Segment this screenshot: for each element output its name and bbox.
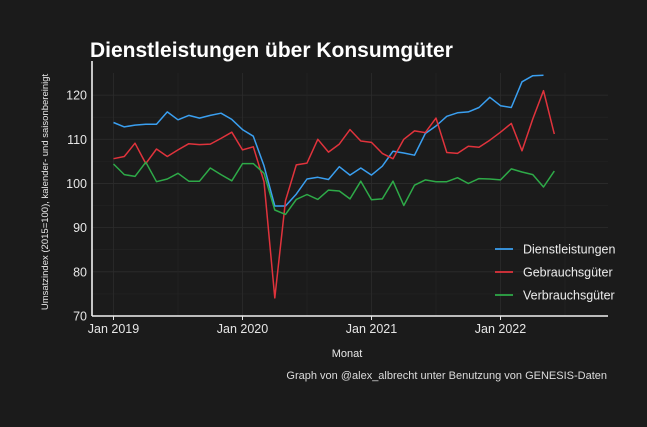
axis-layer [91,61,608,317]
legend-entry: Verbrauchsgüter [523,289,615,303]
x-tick-label: Jan 2019 [88,322,139,336]
y-axis-label: Umsatzindex (2015=100), kalender- und sa… [40,73,51,310]
legend-entry: Dienstleistungen [523,243,615,257]
y-tick-labels: 70 80 90 100 110 120 [66,89,87,324]
y-tick-label: 80 [73,265,87,279]
legend-entry: Gebrauchsgüter [523,266,613,280]
y-tick-label: 100 [66,177,87,191]
x-tick-label: Jan 2022 [475,322,526,336]
y-tick-label: 120 [66,89,87,103]
grid-layer [92,73,608,317]
legend: Dienstleistungen Gebrauchsgüter Verbrauchs… [495,243,615,303]
y-tick-label: 70 [73,310,87,324]
y-tick-label: 90 [73,221,87,235]
y-tick-label: 110 [67,133,87,147]
x-tick-label: Jan 2021 [346,322,397,336]
series-line-gebrauchsgüter [113,89,556,299]
chart-title: Dienstleistungen über Konsumgüter [90,39,453,62]
chart-caption: Graph von @alex_albrecht unter Benutzung… [286,370,607,382]
series-layer [112,74,556,299]
series-line-dienstleistungen [113,74,544,207]
series-line-verbrauchsgüter [112,161,555,216]
x-tick-labels: Jan 2019 Jan 2020 Jan 2021 Jan 2022 [88,316,526,336]
x-tick-label: Jan 2020 [217,322,268,336]
x-axis-label: Monat [332,348,363,360]
